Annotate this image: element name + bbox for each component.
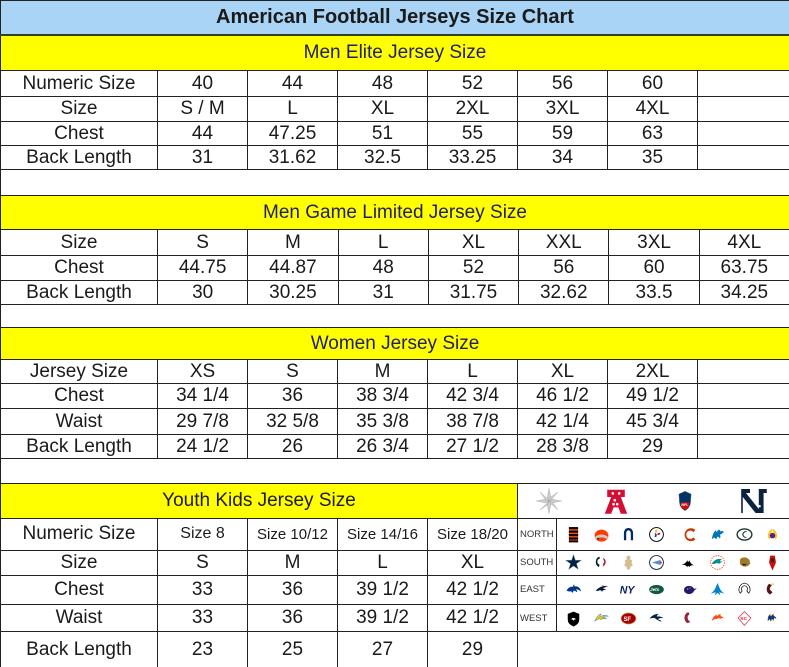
svg-text:NFL: NFL [681,503,689,507]
svg-text:Jets: Jets [650,587,660,592]
svg-text:KC: KC [741,615,748,620]
svg-text:NY: NY [620,585,636,597]
svg-text:SF: SF [624,616,632,622]
